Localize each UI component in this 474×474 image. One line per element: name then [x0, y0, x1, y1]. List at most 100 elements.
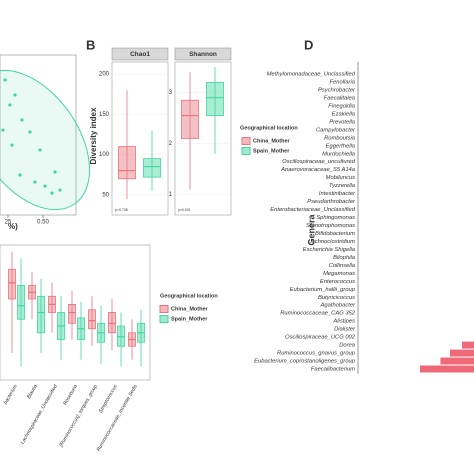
legend-label: China_Mother: [253, 138, 291, 144]
point: [18, 173, 22, 177]
bar: [440, 357, 474, 365]
legend-title: Geographical location: [240, 125, 298, 131]
category-label: Prevotella: [329, 119, 356, 125]
panel-label: D: [304, 37, 313, 52]
category-label: Oscillospiraceae_uncultured: [282, 159, 356, 165]
category-label: Collinsella: [329, 263, 356, 269]
point: [1, 128, 5, 132]
legend-title: Geographical location: [160, 293, 218, 299]
category-label: Enterococcus: [320, 279, 355, 285]
category-label: Dialister: [334, 327, 356, 333]
y-tick-label: 3: [169, 90, 173, 96]
category-label: Agathobacter: [320, 303, 357, 309]
category-label: Lachnoclostridium: [308, 239, 355, 245]
y-tick-label: 200: [99, 72, 110, 78]
point: [13, 93, 17, 97]
facet-title: Shannon: [189, 51, 217, 58]
y-tick-label: 2: [169, 141, 173, 147]
category-label: Ezakiella: [332, 111, 356, 117]
box: [118, 146, 136, 180]
point: [20, 118, 24, 122]
category-label: Romboutsia: [324, 135, 356, 141]
category-label: Psychrobacter: [318, 87, 356, 93]
x-tick-label: 0.50: [37, 220, 49, 226]
category-label: Finegoldia: [328, 103, 356, 109]
point: [33, 180, 37, 184]
category-label: Dorea: [339, 343, 356, 349]
category-label: Sphingomonas: [316, 215, 355, 221]
legend-swatch: [159, 305, 169, 313]
category-label: Pseudarthrobacter: [307, 199, 356, 205]
bar: [462, 341, 474, 349]
y-tick-label: 150: [99, 112, 110, 118]
point: [43, 184, 47, 188]
annotation: p=0.738: [115, 208, 128, 212]
panel-label: B: [86, 37, 95, 52]
confidence-ellipse: [0, 69, 91, 211]
x-tick-label: 25: [5, 220, 12, 226]
annotation: p<0.001: [178, 208, 191, 212]
box: [143, 158, 161, 178]
category-label: Eubacterium_coprostanoligenes_group: [254, 359, 356, 365]
y-tick-label: 1: [169, 192, 173, 198]
box: [68, 303, 76, 324]
category-label: Eggerthella: [326, 143, 356, 149]
box: [8, 268, 16, 300]
category-label: Methylomonadaceae_Unclassified: [267, 72, 356, 78]
panel-frame: [111, 61, 169, 216]
legend-label: Spain_Mother: [171, 316, 208, 322]
box: [88, 309, 96, 330]
category-label: Anaerovoracaceae_S5 A14a: [280, 167, 356, 173]
box: [37, 295, 45, 334]
y-axis-label: Diversity index: [89, 107, 98, 164]
category-label: Fenollaria: [330, 80, 356, 86]
category-label: Intestinibacter: [319, 191, 356, 197]
x-axis-label: %): [8, 222, 18, 231]
y-axis-label: Genera: [306, 214, 316, 246]
box: [206, 82, 224, 116]
point: [8, 103, 12, 107]
scatter-frame: [0, 54, 77, 216]
panel-frame: [174, 61, 232, 216]
category-label: Tyzzerella: [329, 183, 356, 189]
point: [28, 130, 32, 134]
box: [117, 325, 125, 347]
facet-title: Chao1: [130, 51, 150, 58]
legend-label: Spain_Mother: [253, 148, 290, 154]
category-label: Faecalibacterium: [311, 367, 355, 373]
legend-swatch: [159, 315, 169, 323]
box: [108, 312, 116, 334]
point: [53, 170, 57, 174]
category-label: Escherichia Shigella: [303, 247, 356, 253]
box: [181, 99, 199, 139]
point: [50, 191, 54, 195]
category-label: Oscillospiraceae_UCG 002: [285, 335, 356, 341]
point: [10, 143, 14, 147]
category-label: Stenotrophomonas: [306, 223, 355, 229]
category-label: Ruminococcaceae_CAG 352: [280, 311, 356, 317]
legend-label: China_Mother: [171, 306, 209, 312]
category-label: Enterobacteriaceae_Unclassified: [270, 207, 356, 213]
category-label: Bifidobacterium: [315, 231, 355, 237]
legend-swatch: [241, 137, 251, 145]
category-label: Megamonas: [323, 271, 355, 277]
bar: [420, 365, 474, 373]
category-label: Mobiluncus: [326, 175, 355, 181]
bar: [450, 349, 474, 357]
category-label: Alistipes: [332, 319, 355, 325]
point: [38, 148, 42, 152]
strip: [174, 47, 232, 61]
category-label: Butyricicoccus: [318, 295, 355, 301]
category-label: Murdochiella: [322, 151, 356, 157]
box: [17, 285, 25, 320]
y-tick-label: 50: [102, 192, 109, 198]
category-label: Eubacterium_hallii_group: [290, 287, 356, 293]
strip: [111, 47, 169, 61]
category-label: Campylobacter: [316, 127, 356, 133]
category-label: Ruminococcus_gnavus_group: [277, 351, 356, 357]
category-label: Faecalitalea: [324, 95, 356, 101]
category-label: Bilophila: [333, 255, 356, 261]
panel-frame: [0, 244, 151, 381]
